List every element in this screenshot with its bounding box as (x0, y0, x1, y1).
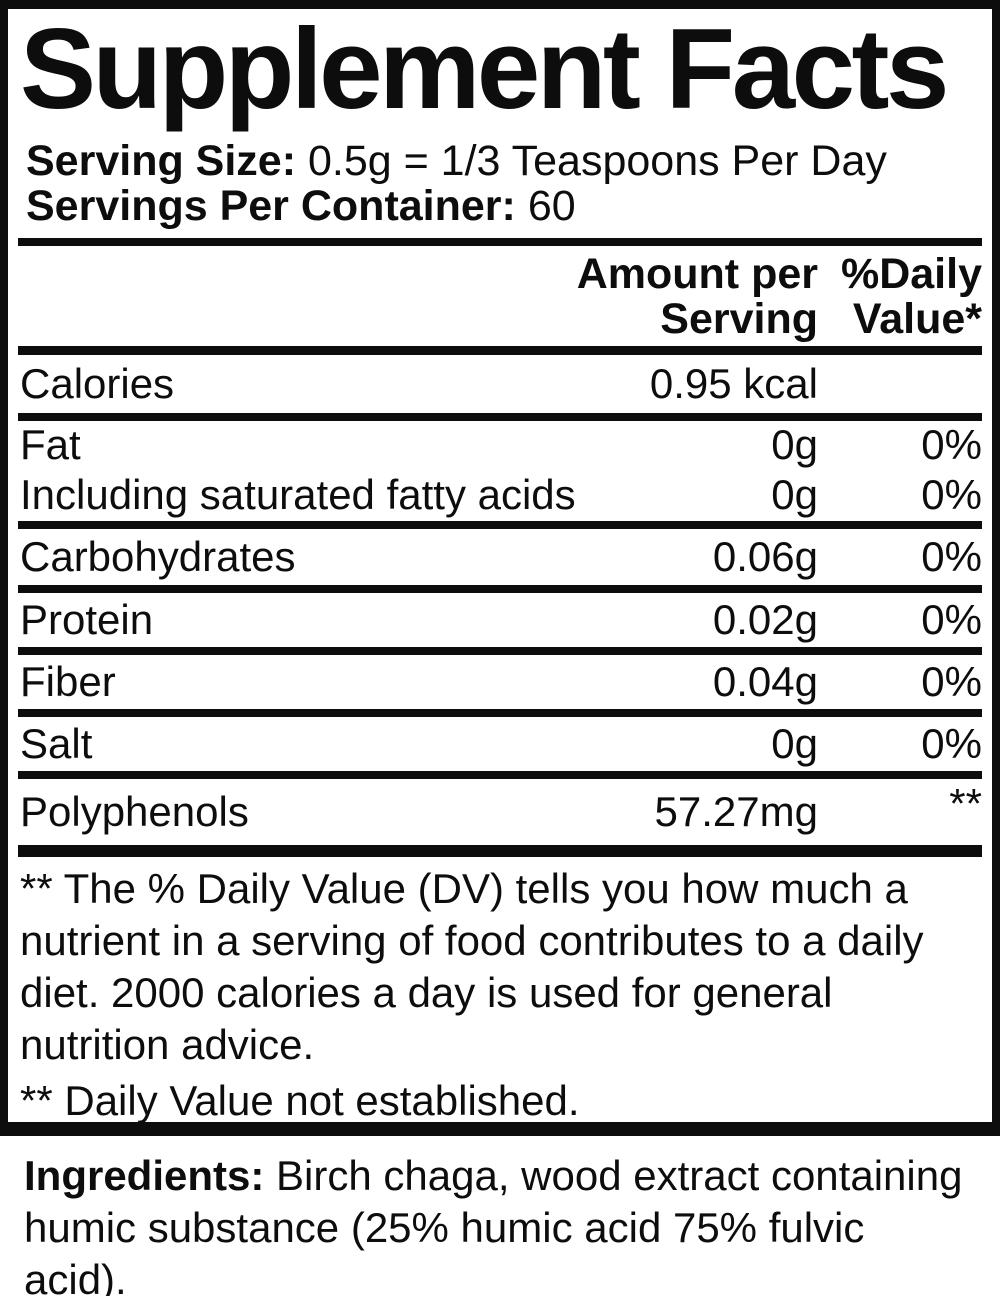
nutrient-amount: 0g (771, 421, 818, 468)
serving-size-line: Serving Size: 0.5g = 1/3 Teaspoons Per D… (26, 139, 982, 184)
serving-info: Serving Size: 0.5g = 1/3 Teaspoons Per D… (26, 139, 982, 229)
separator (18, 647, 982, 655)
table-row-fat: Fat 0g 0% (18, 421, 982, 469)
nutrient-name: Protein (20, 596, 154, 643)
separator (18, 521, 982, 529)
nutrient-name: Fat (20, 421, 81, 468)
nutrient-amount: 0.06g (712, 533, 818, 580)
nutrient-amount: 0.02g (712, 596, 818, 643)
nutrient-amount: 0g (771, 720, 818, 767)
separator-header (18, 346, 982, 355)
nutrient-dv: 0% (921, 658, 982, 705)
nutrient-dv: 0% (921, 471, 982, 518)
separator-footnote (18, 845, 982, 857)
serving-size-value: 0.5g = 1/3 Teaspoons Per Day (307, 137, 887, 185)
footnote-section: ** The % Daily Value (DV) tells you how … (18, 857, 982, 1124)
nutrient-dv: 0% (921, 421, 982, 468)
table-row-polyphenols: Polyphenols 57.27mg ** (18, 779, 982, 845)
table-row-salt: Salt 0g 0% (18, 717, 982, 771)
table-row-saturated-fat: Including saturated fatty acids 0g 0% (18, 469, 982, 521)
separator (18, 709, 982, 717)
separator (18, 413, 982, 421)
ingredients-text: Birch chaga, wood extract containing hum… (24, 1152, 963, 1296)
nutrient-dv: 0% (921, 596, 982, 643)
nutrient-amount: 0g (771, 471, 818, 518)
nutrient-name: Fiber (20, 658, 116, 705)
nutrient-amount: 57.27mg (654, 788, 818, 835)
nutrient-dv: 0% (921, 720, 982, 767)
ingredients-section: Ingredients: Birch chaga, wood extract c… (24, 1150, 974, 1296)
not-established-footnote: ** Daily Value not established. (20, 1077, 580, 1124)
table-column-header: Amount per Serving %Daily Value* (18, 246, 982, 346)
nutrient-dv: ** (949, 780, 982, 827)
table-row-fiber: Fiber 0.04g 0% (18, 655, 982, 709)
table-row-calories: Calories 0.95 kcal (18, 355, 982, 413)
servings-per-container-value: 60 (527, 182, 576, 230)
nutrient-name: Polyphenols (20, 788, 249, 835)
separator-top (18, 238, 982, 246)
nutrient-name: Calories (20, 360, 175, 407)
nutrient-amount: 0.04g (712, 658, 818, 705)
nutrient-dv: 0% (921, 533, 982, 580)
separator (18, 585, 982, 593)
table-row-protein: Protein 0.02g 0% (18, 593, 982, 647)
ingredients-label: Ingredients: (24, 1152, 265, 1199)
daily-value-footnote: ** The % Daily Value (DV) tells you how … (20, 865, 924, 1068)
servings-per-container-line: Servings Per Container: 60 (26, 184, 982, 229)
nutrient-name: Salt (20, 720, 93, 767)
supplement-facts-panel: Supplement Facts Serving Size: 0.5g = 1/… (0, 0, 1000, 1136)
amount-per-serving-header: Amount per Serving (576, 250, 818, 343)
nutrient-amount: 0.95 kcal (649, 360, 818, 407)
servings-per-container-label: Servings Per Container: (26, 182, 516, 230)
serving-size-label: Serving Size: (26, 137, 297, 185)
nutrient-name: Carbohydrates (20, 533, 296, 580)
daily-value-header: %Daily Value* (840, 250, 982, 343)
page-title: Supplement Facts (20, 6, 949, 133)
table-row-carbohydrates: Carbohydrates 0.06g 0% (18, 529, 982, 585)
separator (18, 771, 982, 779)
nutrient-name: Including saturated fatty acids (20, 471, 576, 518)
